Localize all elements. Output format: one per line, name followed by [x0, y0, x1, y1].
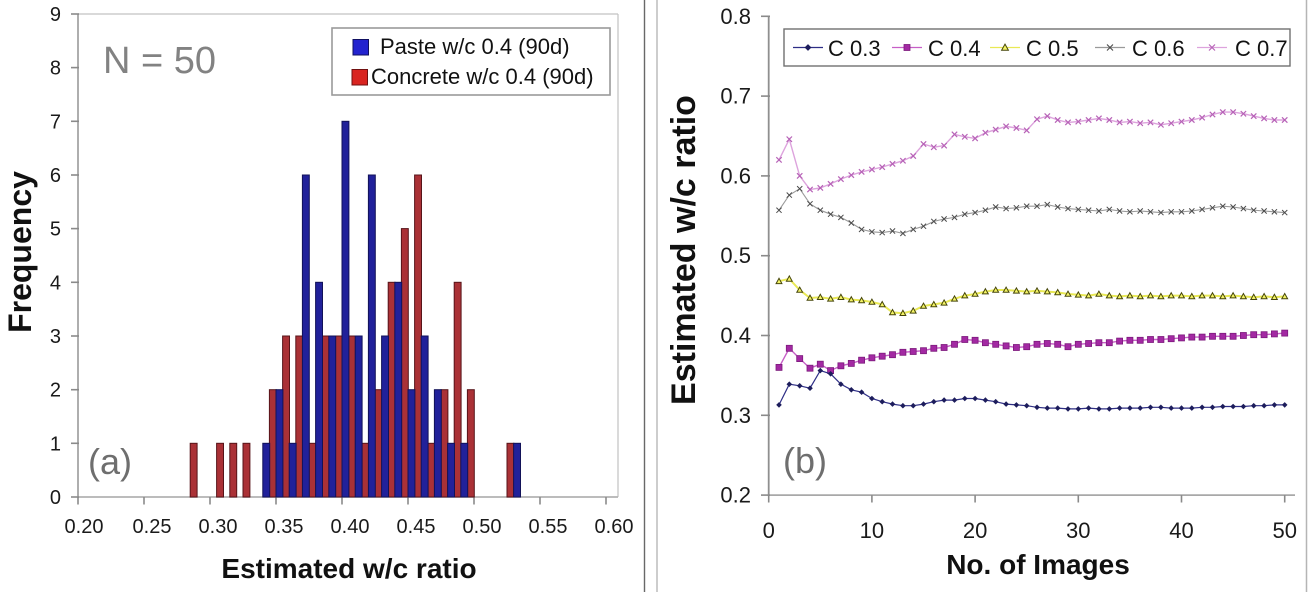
svg-text:10: 10: [860, 518, 884, 543]
svg-text:3: 3: [50, 326, 61, 348]
svg-text:0.35: 0.35: [265, 516, 304, 538]
svg-text:8: 8: [50, 58, 61, 80]
svg-text:No. of Images: No. of Images: [946, 549, 1130, 580]
svg-text:Concrete w/c 0.4 (90d): Concrete w/c 0.4 (90d): [371, 64, 594, 89]
svg-text:Paste w/c 0.4 (90d): Paste w/c 0.4 (90d): [380, 34, 570, 59]
svg-text:(a): (a): [88, 441, 132, 482]
svg-text:50: 50: [1272, 518, 1296, 543]
svg-text:0.60: 0.60: [595, 516, 634, 538]
svg-text:Estimated w/c ratio: Estimated w/c ratio: [221, 553, 476, 584]
svg-text:C 0.3: C 0.3: [828, 36, 881, 61]
svg-text:0: 0: [50, 487, 61, 509]
svg-text:C 0.6: C 0.6: [1132, 36, 1185, 61]
svg-text:9: 9: [50, 4, 61, 26]
svg-text:0.2: 0.2: [720, 483, 751, 508]
svg-text:0.5: 0.5: [720, 243, 751, 268]
svg-text:0.8: 0.8: [720, 4, 751, 29]
svg-text:0.55: 0.55: [529, 516, 568, 538]
svg-text:N = 50: N = 50: [103, 40, 216, 82]
svg-text:1: 1: [50, 433, 61, 455]
svg-text:C 0.5: C 0.5: [1026, 36, 1079, 61]
svg-text:0.4: 0.4: [720, 323, 751, 348]
svg-text:20: 20: [963, 518, 987, 543]
svg-text:30: 30: [1066, 518, 1090, 543]
svg-text:Frequency: Frequency: [2, 171, 38, 333]
svg-text:0.25: 0.25: [133, 516, 172, 538]
svg-text:40: 40: [1169, 518, 1193, 543]
svg-text:0.50: 0.50: [463, 516, 502, 538]
svg-text:0.45: 0.45: [397, 516, 436, 538]
svg-text:0.6: 0.6: [720, 163, 751, 188]
svg-text:0.7: 0.7: [720, 84, 751, 109]
svg-text:C 0.4: C 0.4: [928, 36, 981, 61]
svg-text:0.40: 0.40: [331, 516, 370, 538]
svg-text:7: 7: [50, 111, 61, 133]
svg-text:C 0.7: C 0.7: [1235, 36, 1288, 61]
svg-text:(b): (b): [783, 440, 827, 481]
svg-text:0.3: 0.3: [720, 403, 751, 428]
svg-text:0.30: 0.30: [199, 516, 238, 538]
svg-text:5: 5: [50, 219, 61, 241]
svg-text:2: 2: [50, 380, 61, 402]
svg-text:6: 6: [50, 165, 61, 187]
svg-text:Estimated w/c ratio: Estimated w/c ratio: [665, 95, 703, 405]
svg-text:0: 0: [763, 518, 775, 543]
svg-text:4: 4: [50, 272, 61, 294]
svg-text:0.20: 0.20: [65, 516, 104, 538]
